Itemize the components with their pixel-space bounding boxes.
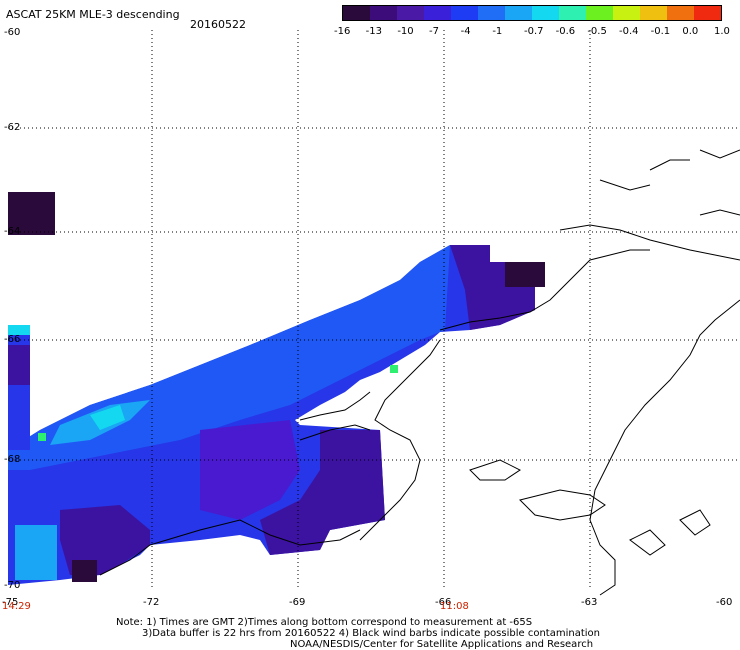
graticule [8, 30, 740, 590]
colorbar-label: 0.0 [682, 26, 699, 37]
swath-violet-mid [200, 420, 300, 520]
note-line-3: NOAA/NESDIS/Center for Satellite Applica… [290, 639, 594, 650]
colorbar-label: -0.5 [587, 26, 607, 37]
colorbar-label: -0.1 [650, 26, 671, 37]
colorbar-swatch [694, 6, 721, 20]
map-title: ASCAT 25KM MLE-3 descending [6, 8, 180, 21]
note-line-1: Note: 1) Times are GMT 2)Times along bot… [116, 617, 533, 628]
colorbar-label: -4 [460, 26, 471, 37]
coastline [99, 149, 740, 596]
swath-left-purple [8, 345, 30, 385]
colorbar-swatch [478, 6, 505, 20]
lon-label-75: -75 [2, 597, 19, 608]
pass-time-2: 11:08 [440, 601, 469, 612]
colorbar-label: -10 [397, 26, 414, 37]
colorbar-swatch [613, 6, 640, 20]
lat-label-64: -64 [4, 226, 21, 237]
lon-label-69: -69 [289, 597, 306, 608]
lon-label-66: -66 [435, 597, 452, 608]
colorbar-swatch [586, 6, 613, 20]
colorbar-label: -13 [365, 26, 382, 37]
colorbar-label: -0.6 [555, 26, 576, 37]
lat-label-70: -70 [4, 580, 21, 591]
lon-label-60: -60 [716, 597, 733, 608]
map-date: 20160522 [190, 18, 246, 31]
lat-label-66: -66 [4, 334, 21, 345]
note-line-2: 3)Data buffer is 22 hrs from 20160522 4)… [142, 628, 600, 639]
lat-label-60: -60 [4, 27, 21, 38]
swath-left-cyan [8, 325, 30, 335]
colorbar-label: -1 [492, 26, 503, 37]
pass-time-1: 14:29 [2, 601, 31, 612]
colorbar [342, 5, 722, 21]
colorbar-swatch [343, 6, 370, 20]
lat-label-62: -62 [4, 122, 21, 133]
swath-green-pixel-2 [390, 365, 398, 373]
lat-label-68: -68 [4, 454, 21, 465]
colorbar-swatch [505, 6, 532, 20]
swath-green-pixel [38, 433, 46, 441]
isolated-dark-block [8, 192, 55, 235]
swath-purple-right [260, 430, 385, 555]
swath-cyan-patch-2 [90, 405, 125, 430]
colorbar-swatch [559, 6, 586, 20]
swath-bottom-dark [72, 560, 97, 582]
colorbar-swatch [451, 6, 478, 20]
colorbar-swatch [640, 6, 667, 20]
wind-data-swath [8, 192, 545, 585]
colorbar-label: -0.4 [619, 26, 639, 37]
colorbar-label: -16 [334, 26, 351, 37]
swath-dark-ne [505, 262, 545, 287]
lon-label-72: -72 [143, 597, 160, 608]
colorbar-swatch [532, 6, 559, 20]
swath-purple-bottom [60, 505, 150, 575]
colorbar-label: -0.7 [524, 26, 544, 37]
colorbar-swatch [667, 6, 694, 20]
swath-bottom-left-light [15, 525, 57, 580]
colorbar-label: 1.0 [714, 26, 730, 37]
colorbar-swatch [370, 6, 397, 20]
lon-label-63: -63 [581, 597, 598, 608]
colorbar-label: -7 [429, 26, 439, 37]
colorbar-swatch [397, 6, 424, 20]
colorbar-swatch [424, 6, 451, 20]
